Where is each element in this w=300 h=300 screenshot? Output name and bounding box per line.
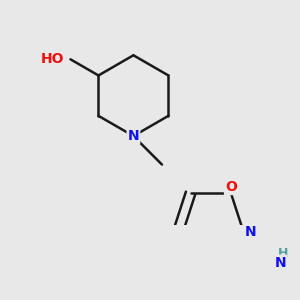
Text: N: N xyxy=(128,129,139,143)
Text: N: N xyxy=(274,256,286,270)
Text: N: N xyxy=(245,224,256,239)
Text: HO: HO xyxy=(41,52,64,66)
Text: H: H xyxy=(278,247,289,260)
Text: O: O xyxy=(225,180,237,194)
